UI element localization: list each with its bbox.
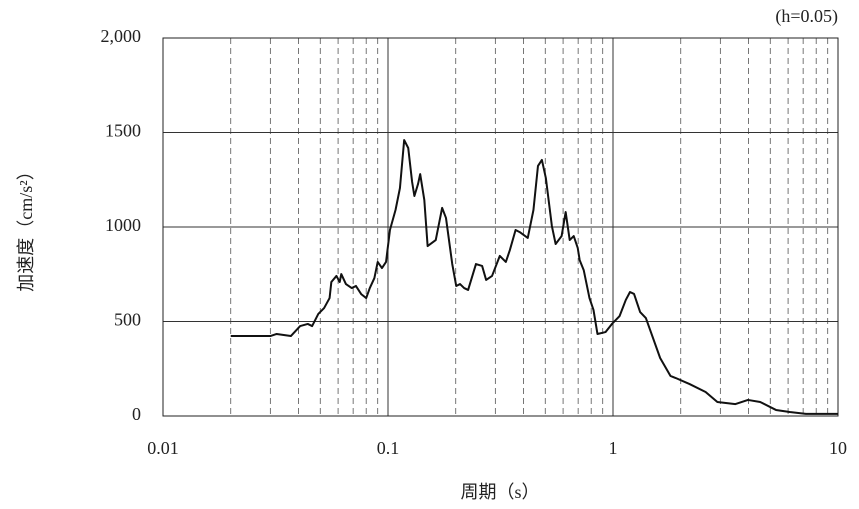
x-tick-label: 1 bbox=[609, 438, 618, 458]
x-tick-label: 0.1 bbox=[377, 438, 400, 458]
annotation: (h=0.05) bbox=[775, 6, 838, 27]
y-tick-label: 0 bbox=[132, 404, 141, 424]
x-tick-label: 0.01 bbox=[147, 438, 179, 458]
x-tick-label: 10 bbox=[829, 438, 847, 458]
x-axis-label: 周期（s） bbox=[460, 482, 539, 502]
plot-frame bbox=[162, 37, 839, 417]
y-tick-label: 500 bbox=[114, 310, 141, 330]
y-tick-label: 1000 bbox=[105, 215, 141, 235]
y-axis-label: 加速度（cm/s²） bbox=[16, 162, 36, 291]
spectrum-line bbox=[230, 139, 838, 415]
y-tick-label: 1500 bbox=[105, 121, 141, 141]
y-tick-label: 2,000 bbox=[101, 26, 142, 46]
